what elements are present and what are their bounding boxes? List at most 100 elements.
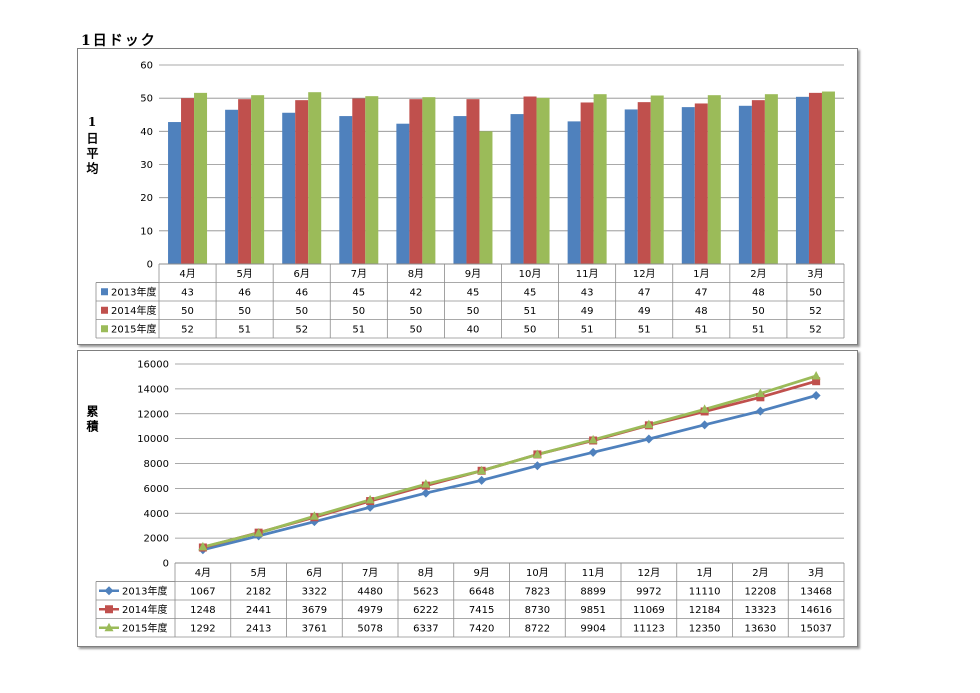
data-point [421, 479, 431, 488]
data-label: 43 [581, 287, 594, 298]
legend-label: 2014年度 [122, 603, 167, 616]
data-label: 3322 [302, 586, 327, 597]
y-tick-label: 10 [140, 226, 153, 237]
data-point [254, 527, 264, 537]
bar [580, 102, 594, 264]
data-label: 12184 [689, 605, 721, 616]
x-tick-label: 3月 [808, 567, 824, 579]
data-point [532, 449, 542, 459]
bar [466, 99, 480, 264]
bar [681, 107, 695, 264]
data-label: 11069 [633, 605, 665, 616]
data-label: 13323 [744, 605, 776, 616]
legend-label: 2014年度 [111, 304, 156, 317]
legend-key [101, 325, 108, 333]
bar [821, 91, 835, 265]
bar [624, 109, 638, 264]
y-tick-label: 40 [140, 127, 153, 138]
x-tick-label: 11月 [576, 268, 599, 280]
data-label: 50 [238, 306, 251, 317]
legend-marker [104, 622, 114, 632]
page-title: 1日ドック [81, 33, 157, 49]
bar [707, 95, 721, 264]
legend-marker [104, 586, 114, 596]
bar [523, 96, 537, 264]
bar [365, 96, 379, 264]
bar [738, 105, 752, 264]
data-label: 51 [238, 324, 251, 335]
data-label: 46 [295, 287, 308, 298]
data-point [811, 370, 821, 380]
bar [422, 97, 436, 264]
data-point [532, 461, 542, 471]
y-tick-label: 12000 [137, 409, 169, 420]
x-tick-label: 2月 [752, 567, 768, 579]
daily-average-bar-chart: 0 10 20 30 40 50 60 4月 5月 6月 7月 8月 9月 10月 11月 12月 1月 2月 3月… [95, 61, 845, 339]
data-label: 50 [524, 324, 537, 335]
bar [168, 122, 182, 265]
bar [637, 102, 651, 264]
data-label: 6222 [413, 605, 438, 616]
data-point [309, 517, 319, 527]
data-point [811, 390, 821, 400]
data-label: 6337 [413, 623, 438, 634]
data-label: 1292 [190, 623, 215, 634]
legend-label: 2013年度 [111, 285, 156, 298]
data-point [756, 393, 765, 402]
data-label: 50 [809, 287, 822, 298]
data-label: 51 [524, 306, 537, 317]
cumulative-chart-panel: 累積 0 2000 4000 6000 8000 10000 12000 14000 16000… [77, 350, 858, 647]
x-tick-label: 8月 [418, 567, 434, 579]
data-point [755, 406, 765, 416]
data-label: 47 [695, 287, 708, 298]
data-label: 5623 [413, 586, 438, 597]
bar [650, 95, 664, 264]
data-label: 52 [181, 324, 194, 335]
data-point [309, 511, 319, 520]
bar [251, 95, 265, 264]
bar [808, 92, 822, 264]
data-label: 51 [752, 324, 765, 335]
bar [181, 98, 195, 264]
bar [238, 99, 252, 264]
data-label: 50 [352, 306, 365, 317]
x-tick-label: 2月 [750, 268, 766, 280]
y-tick-label: 4000 [144, 509, 169, 520]
x-tick-label: 10月 [519, 268, 542, 280]
y-tick-label: 10000 [137, 434, 169, 445]
series-line [202, 374, 817, 549]
bar [339, 116, 353, 265]
data-label: 51 [638, 324, 651, 335]
bar [751, 100, 765, 264]
data-label: 2182 [246, 586, 271, 597]
bar [479, 131, 493, 264]
y-tick-label: 0 [147, 260, 153, 271]
data-label: 2413 [246, 623, 271, 634]
data-label: 3761 [302, 623, 327, 634]
data-label: 3679 [302, 605, 327, 616]
data-label: 50 [181, 306, 194, 317]
x-tick-label: 8月 [408, 268, 424, 280]
data-label: 7415 [469, 605, 494, 616]
y-tick-label: 0 [163, 559, 169, 570]
x-tick-label: 10月 [526, 567, 549, 579]
data-label: 13468 [800, 586, 832, 597]
data-label: 9851 [580, 605, 605, 616]
data-label: 40 [467, 324, 480, 335]
data-label: 45 [467, 287, 480, 298]
data-label: 43 [181, 287, 194, 298]
x-tick-label: 7月 [351, 268, 367, 280]
bar [593, 94, 607, 264]
bar [453, 116, 467, 265]
legend-marker [105, 605, 113, 614]
data-label: 1248 [190, 605, 215, 616]
data-label: 46 [238, 287, 251, 298]
data-label: 5078 [357, 623, 382, 634]
data-point [365, 494, 375, 504]
data-label: 52 [295, 324, 308, 335]
legend-label: 2013年度 [122, 584, 167, 597]
data-label: 51 [352, 324, 365, 335]
bar [282, 112, 296, 264]
data-label: 13630 [744, 623, 776, 634]
data-label: 48 [752, 287, 765, 298]
